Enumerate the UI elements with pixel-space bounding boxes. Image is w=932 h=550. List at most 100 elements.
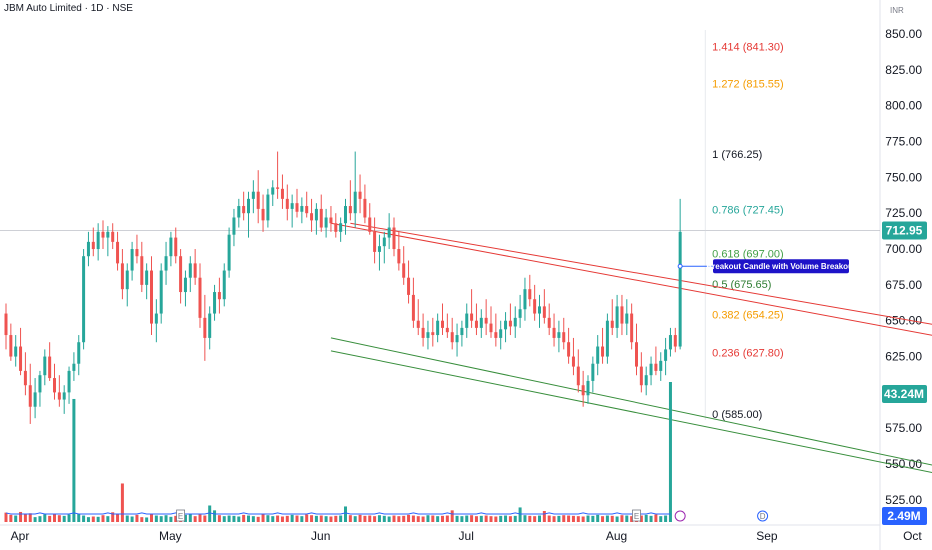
candle[interactable] bbox=[605, 313, 609, 364]
candle[interactable] bbox=[479, 309, 483, 338]
trendline-1[interactable] bbox=[330, 222, 932, 341]
candle[interactable] bbox=[562, 317, 566, 350]
candle[interactable] bbox=[615, 294, 619, 338]
candle[interactable] bbox=[72, 352, 76, 381]
candle[interactable] bbox=[635, 323, 638, 376]
candle[interactable] bbox=[528, 274, 532, 307]
candle[interactable] bbox=[639, 352, 643, 393]
candle[interactable] bbox=[106, 226, 110, 257]
candle[interactable] bbox=[140, 241, 144, 293]
candle[interactable] bbox=[101, 220, 105, 250]
candle[interactable] bbox=[125, 263, 129, 307]
candle[interactable] bbox=[431, 317, 435, 347]
candle[interactable] bbox=[591, 356, 595, 393]
candle[interactable] bbox=[392, 217, 396, 257]
candle[interactable] bbox=[310, 198, 314, 232]
candle[interactable] bbox=[116, 231, 120, 271]
candle[interactable] bbox=[460, 320, 464, 347]
candle[interactable] bbox=[557, 320, 561, 353]
candle[interactable] bbox=[484, 299, 488, 336]
candle[interactable] bbox=[266, 188, 270, 228]
candle[interactable] bbox=[659, 352, 663, 381]
candle[interactable] bbox=[334, 213, 338, 238]
candle[interactable] bbox=[397, 231, 401, 271]
candle[interactable] bbox=[300, 197, 304, 224]
candle[interactable] bbox=[596, 335, 600, 376]
candle[interactable] bbox=[179, 249, 183, 304]
event-marker-E[interactable]: E bbox=[176, 509, 186, 522]
candle[interactable] bbox=[601, 327, 605, 364]
candle[interactable] bbox=[111, 223, 115, 250]
candle[interactable] bbox=[23, 352, 27, 396]
candle[interactable] bbox=[377, 234, 381, 271]
candle[interactable] bbox=[130, 241, 134, 281]
candle[interactable] bbox=[581, 370, 585, 407]
candle[interactable] bbox=[668, 327, 672, 357]
candle[interactable] bbox=[373, 217, 377, 264]
candle[interactable] bbox=[407, 260, 411, 304]
candle[interactable] bbox=[445, 313, 449, 338]
candle[interactable] bbox=[630, 303, 634, 350]
candle[interactable] bbox=[227, 227, 231, 278]
candle[interactable] bbox=[542, 289, 546, 324]
candle[interactable] bbox=[150, 256, 153, 336]
event-marker-E[interactable]: E bbox=[632, 509, 641, 522]
candle[interactable] bbox=[368, 203, 372, 235]
event-marker-D[interactable]: D bbox=[757, 510, 769, 522]
candle[interactable] bbox=[285, 184, 289, 221]
candle[interactable] bbox=[305, 191, 309, 218]
candle[interactable] bbox=[280, 174, 284, 209]
candle[interactable] bbox=[193, 249, 197, 285]
candle[interactable] bbox=[344, 198, 347, 235]
candle[interactable] bbox=[203, 294, 207, 361]
candle[interactable] bbox=[474, 303, 478, 336]
candle[interactable] bbox=[82, 249, 86, 350]
candle[interactable] bbox=[67, 366, 71, 404]
candle[interactable] bbox=[508, 303, 512, 336]
candle[interactable] bbox=[644, 366, 648, 396]
candle[interactable] bbox=[62, 385, 66, 414]
candle[interactable] bbox=[188, 256, 192, 293]
candle[interactable] bbox=[620, 294, 624, 336]
candle[interactable] bbox=[251, 180, 255, 214]
candle[interactable] bbox=[295, 188, 299, 218]
trendline-3[interactable] bbox=[330, 350, 932, 479]
split-icon[interactable] bbox=[674, 510, 686, 522]
candle[interactable] bbox=[523, 277, 527, 321]
candle[interactable] bbox=[538, 294, 541, 328]
candle[interactable] bbox=[261, 194, 265, 232]
candle[interactable] bbox=[678, 198, 682, 350]
candle[interactable] bbox=[96, 223, 100, 261]
candle[interactable] bbox=[314, 203, 318, 235]
candle[interactable] bbox=[494, 313, 498, 347]
candle[interactable] bbox=[513, 306, 517, 338]
candle[interactable] bbox=[91, 227, 95, 257]
candle[interactable] bbox=[242, 191, 246, 221]
candle[interactable] bbox=[402, 246, 406, 285]
candle[interactable] bbox=[43, 349, 47, 386]
candle[interactable] bbox=[232, 208, 236, 247]
candle[interactable] bbox=[625, 299, 629, 336]
candle[interactable] bbox=[154, 299, 158, 343]
candle[interactable] bbox=[416, 299, 420, 336]
candle[interactable] bbox=[465, 303, 469, 338]
candle[interactable] bbox=[348, 180, 352, 221]
candle[interactable] bbox=[9, 323, 13, 361]
candle[interactable] bbox=[654, 346, 658, 376]
candle[interactable] bbox=[222, 263, 226, 307]
trendline-0[interactable] bbox=[350, 222, 932, 329]
candle[interactable] bbox=[208, 306, 212, 350]
candle[interactable] bbox=[552, 313, 556, 347]
candle[interactable] bbox=[48, 342, 52, 381]
candle[interactable] bbox=[610, 299, 614, 336]
candle[interactable] bbox=[183, 270, 187, 307]
candle[interactable] bbox=[28, 363, 32, 424]
annotation-callout[interactable]: Breakout Candle with Volume Breakout bbox=[706, 259, 856, 274]
candle[interactable] bbox=[38, 370, 42, 407]
candle[interactable] bbox=[53, 363, 56, 400]
candle[interactable] bbox=[319, 194, 323, 232]
candle[interactable] bbox=[324, 208, 328, 238]
candle[interactable] bbox=[33, 378, 37, 419]
